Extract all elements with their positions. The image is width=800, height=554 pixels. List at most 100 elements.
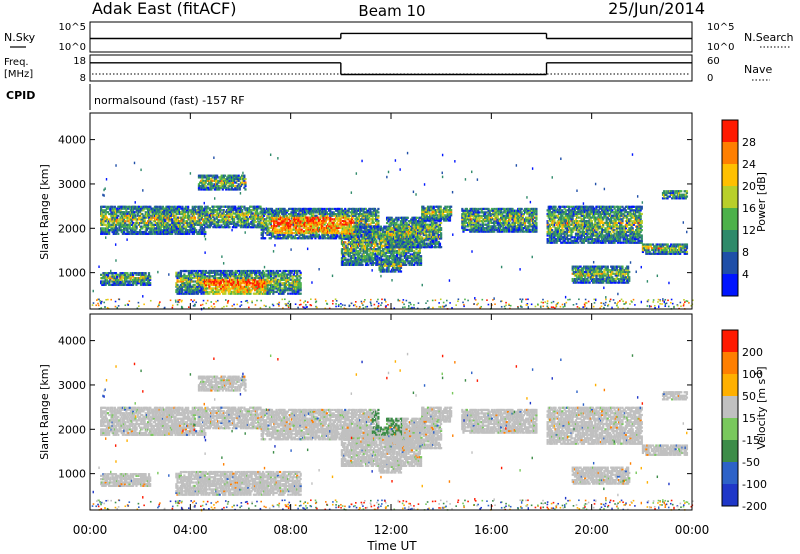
power-cell bbox=[129, 214, 133, 217]
power-cell bbox=[158, 205, 161, 208]
power-cell bbox=[227, 224, 230, 227]
power-cell bbox=[237, 215, 240, 219]
power-cell bbox=[367, 255, 370, 258]
power-cell bbox=[272, 214, 275, 217]
power-cell bbox=[360, 213, 363, 216]
power-cell bbox=[291, 228, 294, 231]
power-cell bbox=[308, 213, 311, 216]
power-cell bbox=[350, 263, 353, 266]
power-cell bbox=[180, 218, 183, 221]
power-cell bbox=[101, 223, 104, 226]
power-cell bbox=[416, 253, 419, 256]
power-cell bbox=[269, 226, 272, 230]
power-cell bbox=[181, 207, 184, 210]
power-cell bbox=[230, 212, 233, 215]
noise-panel: N.Sky N.Search 10^5 10^0 10^5 10^0 bbox=[4, 21, 794, 53]
power-cell bbox=[341, 262, 345, 265]
power-cell bbox=[364, 207, 367, 211]
power-cell bbox=[345, 263, 348, 266]
power-cell bbox=[257, 215, 260, 219]
power-cell bbox=[234, 226, 237, 229]
power-cell bbox=[362, 218, 365, 221]
power-cell bbox=[356, 246, 360, 249]
power-cell bbox=[291, 211, 294, 214]
power-cell bbox=[402, 262, 405, 265]
power-cell bbox=[348, 214, 351, 217]
power-cell bbox=[348, 225, 352, 228]
power-cell bbox=[393, 256, 396, 260]
power-cell bbox=[101, 232, 104, 235]
power-cell bbox=[386, 255, 389, 258]
power-cell bbox=[360, 263, 363, 266]
power-cell bbox=[120, 205, 123, 208]
power-cell bbox=[268, 221, 271, 224]
power-cell bbox=[306, 228, 309, 231]
power-cell bbox=[300, 230, 303, 233]
power-cell bbox=[160, 220, 163, 223]
power-cell bbox=[325, 226, 329, 230]
power-cell bbox=[275, 237, 278, 240]
power-cell bbox=[374, 237, 377, 240]
power-cell bbox=[176, 232, 179, 235]
power-cell bbox=[163, 218, 166, 221]
power-cell bbox=[312, 233, 315, 236]
power-cell bbox=[349, 219, 353, 223]
power-cell bbox=[398, 248, 401, 251]
power-cell bbox=[244, 212, 247, 215]
power-cell bbox=[394, 255, 397, 258]
power-cell bbox=[326, 237, 330, 240]
power-cell bbox=[283, 218, 286, 221]
power-cell bbox=[409, 249, 412, 253]
power-cell bbox=[280, 209, 283, 212]
power-cell bbox=[301, 219, 304, 223]
power-cell bbox=[359, 218, 362, 221]
power-cell bbox=[376, 221, 379, 224]
power-cell bbox=[243, 217, 246, 220]
power-cell bbox=[383, 255, 386, 258]
power-cell bbox=[105, 230, 108, 234]
power-cell bbox=[293, 223, 296, 226]
power-cell bbox=[105, 207, 108, 210]
power-cell bbox=[172, 225, 175, 228]
power-cell bbox=[156, 216, 159, 219]
power-cell bbox=[336, 216, 339, 219]
power-cell bbox=[331, 223, 334, 226]
power-cell bbox=[232, 224, 236, 227]
power-cell bbox=[316, 228, 319, 231]
power-cell bbox=[112, 209, 115, 212]
power-cell bbox=[372, 213, 375, 216]
power-cell bbox=[157, 218, 160, 221]
power-cell bbox=[321, 219, 324, 223]
power-cell bbox=[410, 249, 413, 253]
power-cell bbox=[382, 229, 385, 232]
power-cell bbox=[309, 209, 312, 212]
power-cell bbox=[114, 216, 118, 219]
power-cell bbox=[339, 237, 342, 240]
power-cell bbox=[158, 214, 161, 217]
power-cell bbox=[340, 207, 343, 211]
power-cell bbox=[280, 223, 283, 226]
power-cell bbox=[307, 230, 310, 233]
power-cell bbox=[100, 220, 103, 223]
power-cell bbox=[370, 237, 373, 240]
power-cell bbox=[353, 221, 356, 224]
power-cell bbox=[343, 248, 346, 251]
power-cell bbox=[345, 213, 348, 216]
power-cell bbox=[375, 262, 378, 265]
power-cell bbox=[322, 230, 325, 233]
power-cell bbox=[356, 230, 360, 234]
power-cell bbox=[222, 209, 225, 212]
power-cell bbox=[157, 227, 160, 230]
power-cell bbox=[138, 211, 142, 214]
power-cell bbox=[184, 216, 187, 219]
power-cell bbox=[135, 221, 138, 225]
power-cell bbox=[102, 229, 105, 232]
power-cell bbox=[333, 219, 337, 223]
power-cell bbox=[228, 212, 231, 215]
power-cell bbox=[332, 226, 335, 230]
power-cell bbox=[362, 253, 365, 256]
power-cell bbox=[168, 207, 171, 210]
power-cell bbox=[241, 224, 244, 227]
power-cell bbox=[252, 222, 255, 225]
